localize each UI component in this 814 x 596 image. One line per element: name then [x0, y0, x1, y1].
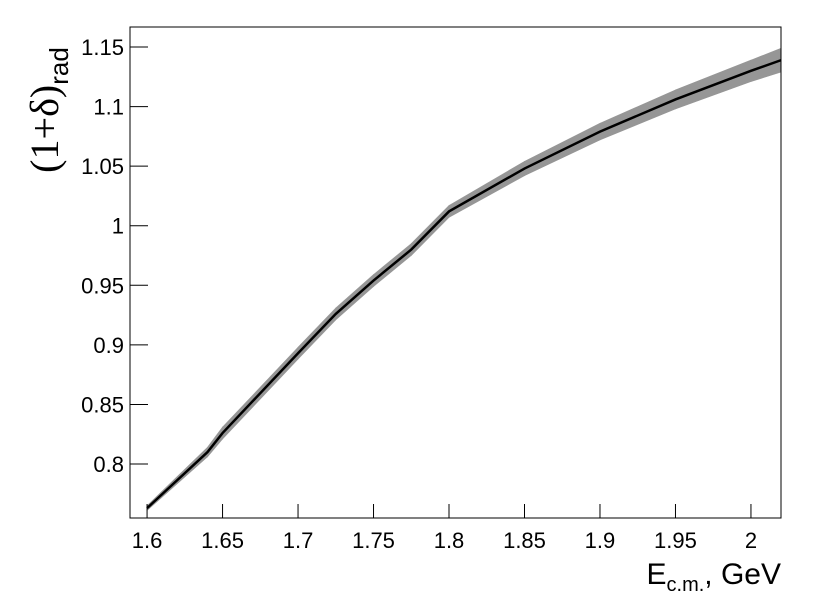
x-tick-label: 1.7	[283, 528, 314, 553]
x-tick-label: 1.95	[654, 528, 697, 553]
x-title-sub: c.m.	[667, 574, 705, 596]
x-tick-label: 2	[745, 528, 757, 553]
y-tick-label: 0.9	[93, 333, 124, 358]
y-axis-title: (1+δ)rad	[22, 47, 74, 173]
x-tick-label: 1.85	[503, 528, 546, 553]
y-tick-label: 1.1	[93, 95, 124, 120]
x-tick-label: 1.9	[585, 528, 616, 553]
central-line	[146, 58, 782, 510]
y-tick-label: 0.85	[81, 392, 124, 417]
x-tick-label: 1.6	[132, 528, 163, 553]
x-tick-label: 1.75	[352, 528, 395, 553]
y-tick-label: 0.8	[93, 452, 124, 477]
y-title-sub: rad	[44, 47, 74, 85]
y-tick-label: 1	[112, 214, 124, 239]
x-title-unit: , GeV	[704, 558, 781, 591]
y-tick-label: 0.95	[81, 273, 124, 298]
y-title-main: (1+δ)	[22, 85, 67, 173]
x-title-main: E	[647, 558, 667, 591]
y-tick-label: 1.05	[81, 154, 124, 179]
y-tick-label: 1.15	[81, 35, 124, 60]
x-tick-label: 1.8	[434, 528, 465, 553]
plot-frame	[129, 26, 782, 519]
x-axis-title: Ec.m., GeV	[647, 558, 782, 596]
x-tick-label: 1.65	[201, 528, 244, 553]
